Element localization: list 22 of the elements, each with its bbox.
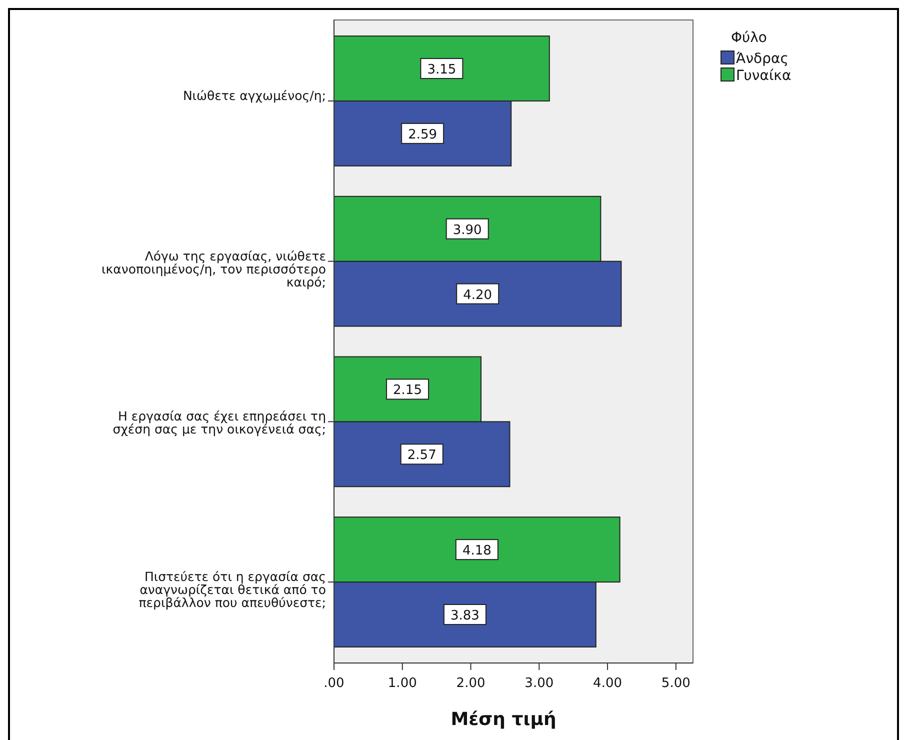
data-label: 3.83 [450, 608, 480, 624]
legend-label: Άνδρας [736, 51, 788, 67]
x-tick-label: 4.00 [593, 676, 622, 691]
data-label: 4.18 [462, 544, 492, 559]
x-tick-label: .00 [324, 676, 344, 691]
y-tick-label: Νιώθετε αγχωμένος/η; [182, 88, 326, 103]
data-label: 2.15 [393, 383, 422, 398]
data-label: 2.57 [407, 448, 436, 464]
data-label: 2.59 [408, 127, 438, 142]
x-tick-label: 5.00 [661, 676, 690, 691]
x-axis-title: Μέση τιμή [450, 709, 556, 730]
data-label: 3.15 [427, 62, 456, 78]
data-label: 4.20 [463, 288, 492, 303]
legend-label: Γυναίκα [736, 68, 792, 84]
x-tick-label: 2.00 [456, 676, 486, 691]
data-label: 3.90 [452, 222, 482, 238]
x-tick-label: 1.00 [388, 676, 417, 691]
y-tick-label: Λόγω της εργασίας, νιώθετε ικανοποιημένος/η, τον περισσότερο καιρό; [102, 248, 326, 290]
y-tick-label: Η εργασία σας έχει επηρεάσει τη σχέση σας με την οικογένειά σας; [112, 408, 326, 437]
y-tick-label: Πιστεύετε ότι η εργασία σας αναγνωρίζεται θετικά από το περιβάλλον που απευθύνεστε; [138, 569, 326, 610]
legend-title: Φύλο [731, 30, 767, 46]
x-tick-label: 3.00 [524, 676, 554, 691]
